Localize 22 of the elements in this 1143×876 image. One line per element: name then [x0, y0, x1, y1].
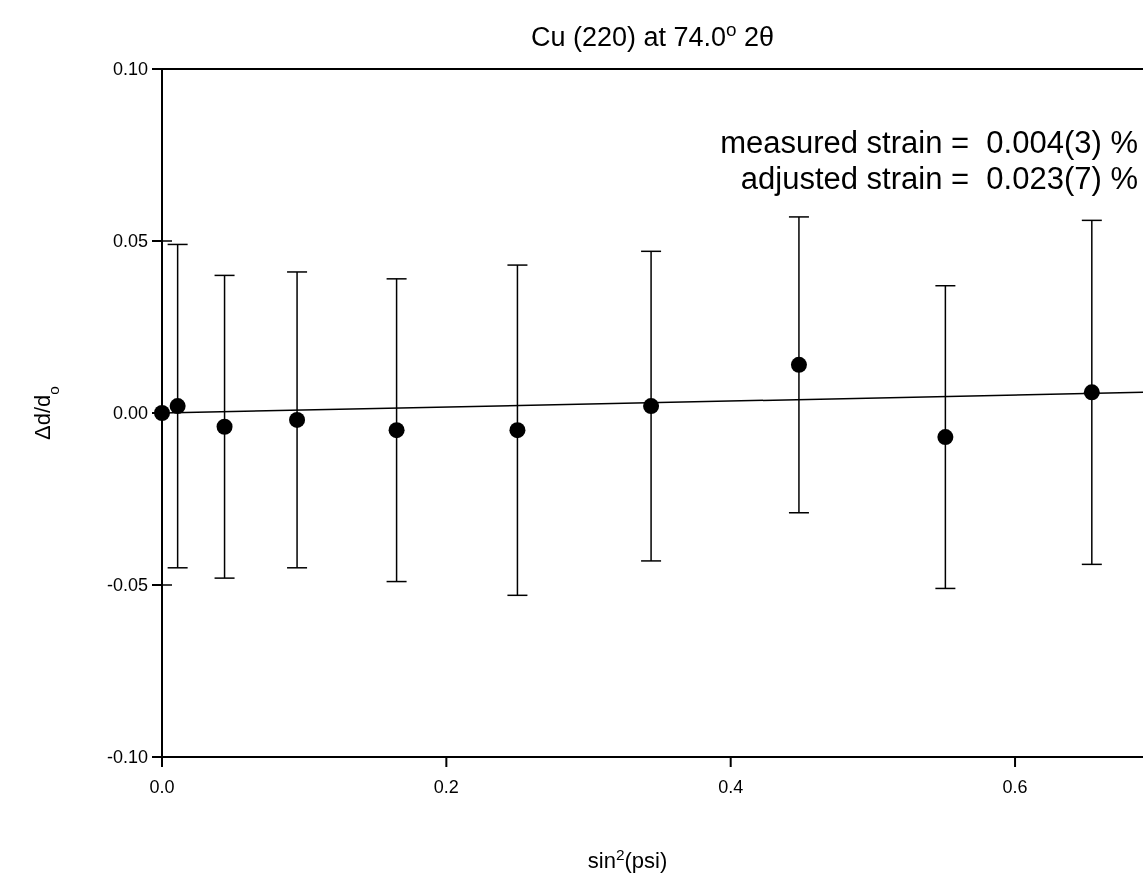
annotation: measured strain = 0.004(3) % [720, 125, 1138, 160]
point [937, 429, 954, 446]
point [643, 398, 660, 415]
point [509, 422, 526, 439]
x-axis-title: sin$^{2}$(psi) [587, 845, 668, 873]
point [388, 422, 405, 439]
y-tick-label: 0.05 [112, 231, 148, 252]
point [1083, 384, 1100, 401]
point [790, 356, 807, 373]
point [289, 411, 306, 428]
annotation: adjusted strain = 0.023(7) % [740, 161, 1138, 196]
y-tick-label: 0.00 [112, 403, 148, 424]
x-tick-label: 0.4 [718, 777, 744, 797]
y-tick-label: -0.10 [106, 747, 148, 768]
point [169, 398, 186, 415]
x-tick-label: 0.2 [433, 777, 459, 797]
y-tick-label: -0.05 [106, 575, 148, 596]
x-tick-label: 0.6 [1002, 777, 1028, 797]
y-tick-label: 0.10 [112, 59, 148, 80]
point [216, 418, 233, 435]
x-tick-label: 0.0 [149, 777, 175, 797]
chart-title: Cu (220) at 74.0$^{o}$ 2θ [530, 18, 775, 52]
